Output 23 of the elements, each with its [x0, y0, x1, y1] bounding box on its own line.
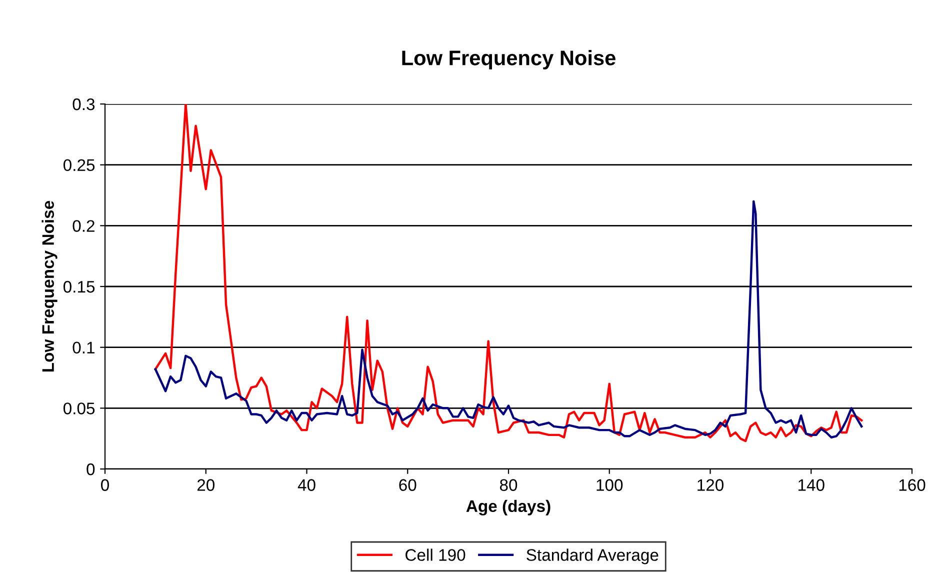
y-tick-label: 0.3: [72, 98, 95, 110]
legend-label: Standard Average: [526, 548, 658, 564]
x-tick-label: 0: [101, 479, 109, 491]
x-tick-label: 40: [298, 479, 316, 491]
x-axis-title: Age (days): [466, 500, 550, 516]
y-tick-label: 0.1: [72, 342, 94, 354]
y-axis-title: Low Frequency Noise: [42, 200, 58, 372]
line-series: [154, 200, 863, 438]
y-tick-label: 0.2: [72, 220, 94, 232]
y-tick-label: 0.05: [63, 402, 95, 414]
y-tick-label: 0: [86, 463, 95, 476]
x-tick-label: 140: [798, 479, 824, 491]
x-tick-label: 20: [197, 479, 214, 491]
x-tick-label: 160: [899, 479, 926, 491]
x-tick-label: 60: [399, 479, 416, 491]
y-tick-label: 0.25: [63, 159, 95, 172]
x-tick-label: 120: [698, 479, 724, 491]
chart-title: Low Frequency Noise: [402, 50, 616, 70]
x-tick-label: 80: [500, 479, 518, 491]
legend-label: Cell 190: [406, 548, 466, 561]
x-tick-label: 100: [596, 479, 623, 491]
y-tick-label: 0.15: [63, 280, 95, 293]
line-series: [154, 104, 863, 442]
